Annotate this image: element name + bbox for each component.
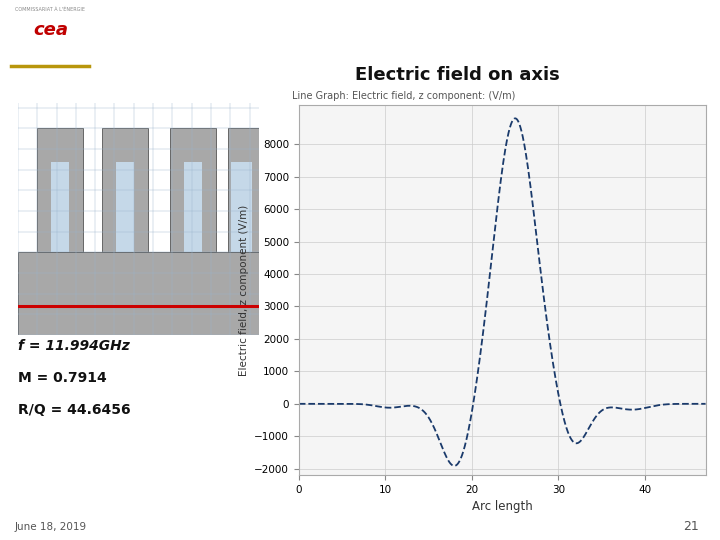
Bar [9,12,91,69]
Text: June 18, 2019: June 18, 2019 [14,522,86,531]
Bar [170,129,216,252]
Text: f = 11.994GHz: f = 11.994GHz [18,339,130,353]
Bar [184,162,202,252]
Text: OPTIMAL SOLUTION: OPTIMAL SOLUTION [126,29,357,49]
Y-axis label: Electric field, z component (V/m): Electric field, z component (V/m) [238,205,248,376]
Text: cea: cea [33,21,68,39]
Text: Electric field on axis: Electric field on axis [355,66,559,84]
Bar [51,162,69,252]
Text: Line Graph: Electric field, z component: (V/m): Line Graph: Electric field, z component:… [292,91,515,101]
Bar [18,252,259,335]
Bar [230,162,253,252]
Bar [102,129,148,252]
X-axis label: Arc length: Arc length [472,501,533,514]
Bar [37,129,83,252]
Text: COMMISSARIAT À L'ÉNERGIE: COMMISSARIAT À L'ÉNERGIE [15,7,86,12]
Text: 21: 21 [683,520,698,533]
Text: R/Q = 44.6456: R/Q = 44.6456 [18,403,130,417]
Bar [117,162,135,252]
Text: M = 0.7914: M = 0.7914 [18,371,107,385]
Bar [228,129,259,252]
